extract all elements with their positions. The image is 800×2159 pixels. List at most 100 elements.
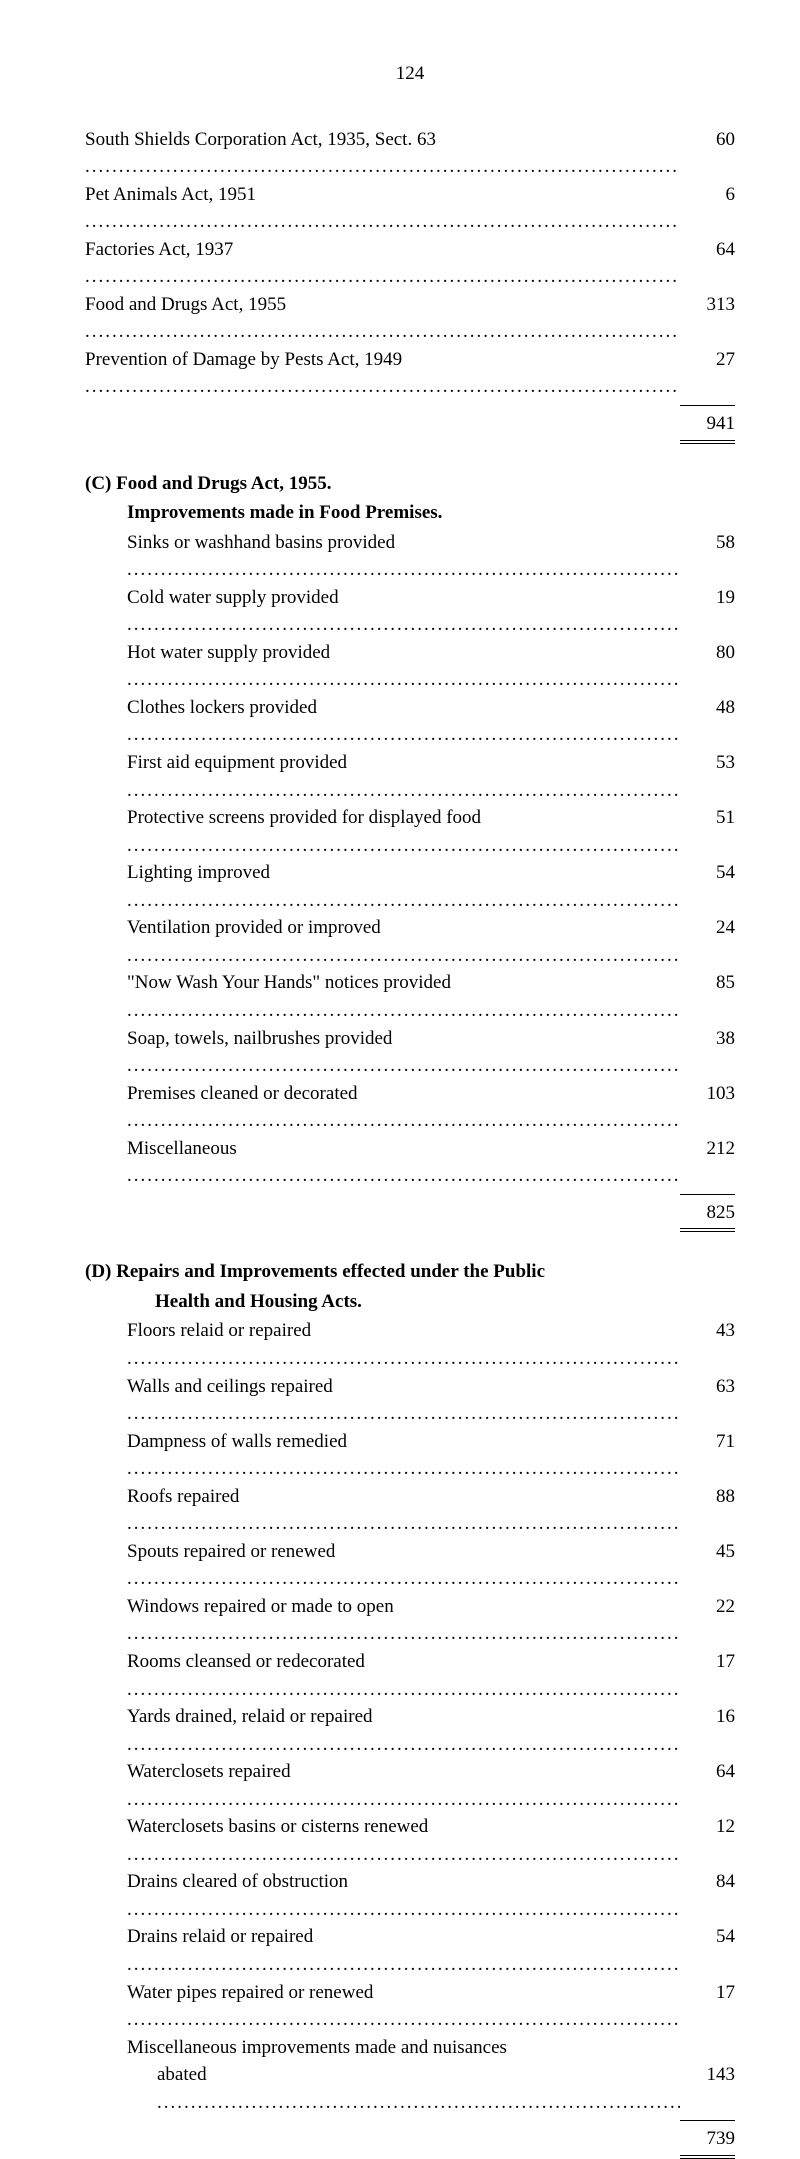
row-label: Water pipes repaired or renewed xyxy=(127,1979,680,2034)
table-row: Protective screens provided for displaye… xyxy=(85,804,735,859)
row-value: 80 xyxy=(680,639,735,667)
row-label: Prevention of Damage by Pests Act, 1949 xyxy=(85,346,680,401)
table-row: Lighting improved 54 xyxy=(85,859,735,914)
row-value: 38 xyxy=(680,1025,735,1053)
section-total: 825 xyxy=(680,1194,735,1233)
table-row: First aid equipment provided 53 xyxy=(85,749,735,804)
table-row: Drains relaid or repaired 54 xyxy=(85,1923,735,1978)
table-row: Food and Drugs Act, 1955 313 xyxy=(85,291,735,346)
row-label: Waterclosets repaired xyxy=(127,1758,680,1813)
section-d-title-line2: Health and Housing Acts. xyxy=(85,1288,735,1316)
row-value: 43 xyxy=(680,1317,735,1345)
table-row: Waterclosets basins or cisterns renewed … xyxy=(85,1813,735,1868)
row-label: Cold water supply provided xyxy=(127,584,680,639)
row-label: Drains relaid or repaired xyxy=(127,1923,680,1978)
row-label: First aid equipment provided xyxy=(127,749,680,804)
row-label: Ventilation provided or improved xyxy=(127,914,680,969)
table-row: Clothes lockers provided 48 xyxy=(85,694,735,749)
row-value: 60 xyxy=(680,126,735,154)
row-value: 6 xyxy=(680,181,735,209)
table-row: Miscellaneous improvements made and nuis… xyxy=(85,2034,735,2062)
row-value: 64 xyxy=(680,236,735,264)
table-row: Spouts repaired or renewed 45 xyxy=(85,1538,735,1593)
section-d-title-line1: (D) Repairs and Improvements effected un… xyxy=(85,1258,735,1286)
row-label: Food and Drugs Act, 1955 xyxy=(85,291,680,346)
section-c-title: (C) Food and Drugs Act, 1955. xyxy=(85,470,735,498)
row-value: 143 xyxy=(680,2061,735,2089)
page-number: 124 xyxy=(85,60,735,88)
section-total: 739 xyxy=(680,2120,735,2159)
row-label: Floors relaid or repaired xyxy=(127,1317,680,1372)
table-row: Rooms cleansed or redecorated 17 xyxy=(85,1648,735,1703)
row-label: South Shields Corporation Act, 1935, Sec… xyxy=(85,126,680,181)
section-total: 941 xyxy=(680,405,735,444)
row-value: 212 xyxy=(680,1135,735,1163)
row-value: 17 xyxy=(680,1979,735,2007)
table-row: Dampness of walls remedied 71 xyxy=(85,1428,735,1483)
row-value: 24 xyxy=(680,914,735,942)
table-row: Roofs repaired 88 xyxy=(85,1483,735,1538)
table-row: Prevention of Damage by Pests Act, 1949 … xyxy=(85,346,735,401)
row-value: 17 xyxy=(680,1648,735,1676)
row-label: Roofs repaired xyxy=(127,1483,680,1538)
table-row: Sinks or washhand basins provided 58 xyxy=(85,529,735,584)
row-value: 54 xyxy=(680,1923,735,1951)
table-row: Floors relaid or repaired 43 xyxy=(85,1317,735,1372)
row-label: Lighting improved xyxy=(127,859,680,914)
row-value: 27 xyxy=(680,346,735,374)
row-value: 12 xyxy=(680,1813,735,1841)
section-c-subtitle: Improvements made in Food Premises. xyxy=(85,499,735,527)
row-value: 48 xyxy=(680,694,735,722)
row-label: Protective screens provided for displaye… xyxy=(127,804,680,859)
row-label: Yards drained, relaid or repaired xyxy=(127,1703,680,1758)
row-value: 313 xyxy=(680,291,735,319)
table-row: Soap, towels, nailbrushes provided 38 xyxy=(85,1025,735,1080)
table-row: "Now Wash Your Hands" notices provided 8… xyxy=(85,969,735,1024)
row-label: Spouts repaired or renewed xyxy=(127,1538,680,1593)
row-label: Soap, towels, nailbrushes provided xyxy=(127,1025,680,1080)
table-row: Miscellaneous 212 xyxy=(85,1135,735,1190)
table-row: Yards drained, relaid or repaired 16 xyxy=(85,1703,735,1758)
row-label: Sinks or washhand basins provided xyxy=(127,529,680,584)
row-value: 54 xyxy=(680,859,735,887)
row-label: Dampness of walls remedied xyxy=(127,1428,680,1483)
row-label: Pet Animals Act, 1951 xyxy=(85,181,680,236)
row-value: 103 xyxy=(680,1080,735,1108)
row-value: 71 xyxy=(680,1428,735,1456)
table-row: Hot water supply provided 80 xyxy=(85,639,735,694)
row-label: Hot water supply provided xyxy=(127,639,680,694)
row-value: 64 xyxy=(680,1758,735,1786)
row-value: 88 xyxy=(680,1483,735,1511)
row-value: 58 xyxy=(680,529,735,557)
section-d: Floors relaid or repaired 43 Walls and c… xyxy=(85,1317,735,2158)
row-label: Walls and ceilings repaired xyxy=(127,1373,680,1428)
table-row: Walls and ceilings repaired 63 xyxy=(85,1373,735,1428)
table-row: Premises cleaned or decorated 103 xyxy=(85,1080,735,1135)
table-row: Cold water supply provided 19 xyxy=(85,584,735,639)
table-row: South Shields Corporation Act, 1935, Sec… xyxy=(85,126,735,181)
section-a: South Shields Corporation Act, 1935, Sec… xyxy=(85,126,735,444)
table-row: Waterclosets repaired 64 xyxy=(85,1758,735,1813)
table-row: Factories Act, 1937 64 xyxy=(85,236,735,291)
row-value: 19 xyxy=(680,584,735,612)
row-value: 51 xyxy=(680,804,735,832)
table-row: Water pipes repaired or renewed 17 xyxy=(85,1979,735,2034)
row-value: 16 xyxy=(680,1703,735,1731)
row-value: 84 xyxy=(680,1868,735,1896)
row-label: Windows repaired or made to open xyxy=(127,1593,680,1648)
row-label: Factories Act, 1937 xyxy=(85,236,680,291)
table-row: Ventilation provided or improved 24 xyxy=(85,914,735,969)
row-value: 85 xyxy=(680,969,735,997)
table-row: Pet Animals Act, 1951 6 xyxy=(85,181,735,236)
row-value: 45 xyxy=(680,1538,735,1566)
row-label: "Now Wash Your Hands" notices provided xyxy=(127,969,680,1024)
table-row: Windows repaired or made to open 22 xyxy=(85,1593,735,1648)
table-row: Drains cleared of obstruction 84 xyxy=(85,1868,735,1923)
row-label: abated xyxy=(157,2061,680,2116)
row-label: Clothes lockers provided xyxy=(127,694,680,749)
row-label: Miscellaneous improvements made and nuis… xyxy=(127,2034,680,2062)
row-label: Premises cleaned or decorated xyxy=(127,1080,680,1135)
row-label: Rooms cleansed or redecorated xyxy=(127,1648,680,1703)
row-label: Drains cleared of obstruction xyxy=(127,1868,680,1923)
row-value: 53 xyxy=(680,749,735,777)
